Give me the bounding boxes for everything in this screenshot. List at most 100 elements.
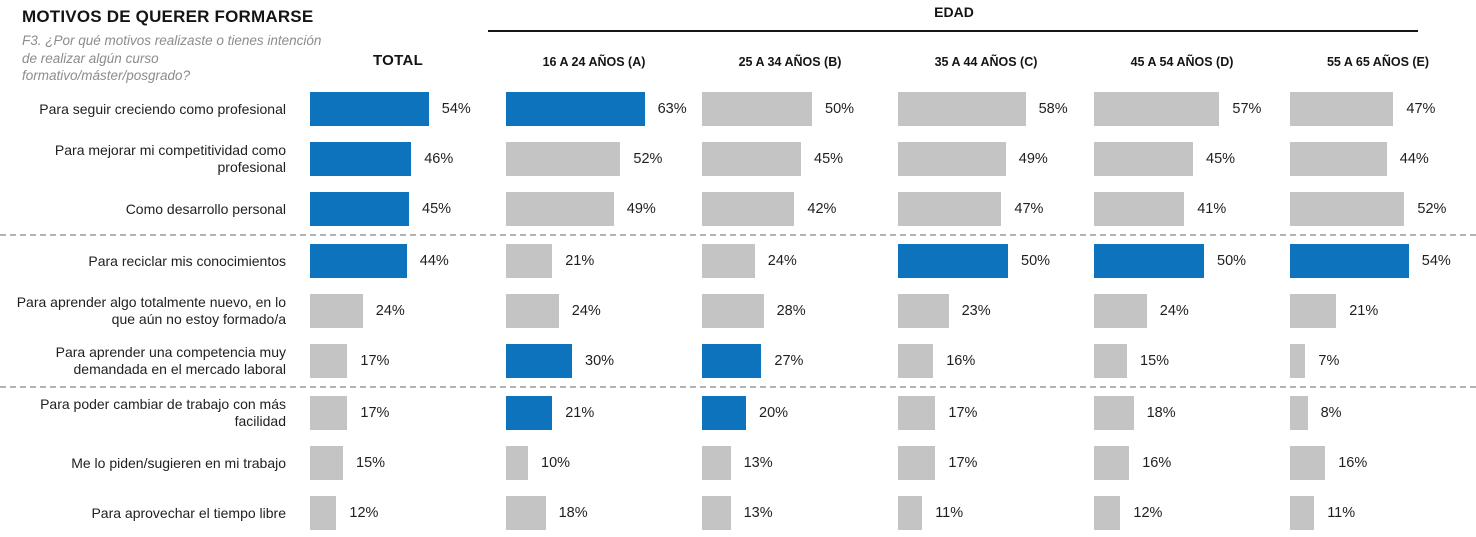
- highlighted-bar: [310, 92, 429, 126]
- bar-value: 12%: [349, 505, 379, 521]
- bar-cell: 13%: [692, 438, 888, 488]
- bar-cell: 42%: [692, 184, 888, 234]
- bar-value: 18%: [558, 505, 588, 521]
- bar: [1094, 396, 1134, 430]
- edad-group-header: EDAD: [934, 4, 974, 20]
- row-group: Para reciclar mis conocimientos 44% 21% 24%…: [0, 234, 1476, 386]
- bar: [1094, 294, 1147, 328]
- bar-value: 63%: [657, 101, 687, 117]
- bar-cell: 13%: [692, 488, 888, 537]
- chart-row: Para poder cambiar de trabajo con más fa…: [0, 388, 1476, 438]
- bar-cell: 52%: [1280, 184, 1476, 234]
- bar-cell: 24%: [692, 236, 888, 286]
- bar-cell: 24%: [1084, 286, 1280, 336]
- bar: [1094, 142, 1193, 176]
- highlighted-bar: [1094, 244, 1204, 278]
- highlighted-bar: [702, 344, 762, 378]
- bar: [898, 496, 923, 530]
- bar-cell: 17%: [300, 336, 496, 386]
- bar-value: 24%: [767, 253, 797, 269]
- chart-body: Para seguir creciendo como profesional 54…: [0, 84, 1476, 537]
- bar-value: 49%: [626, 201, 656, 217]
- bar-value: 45%: [814, 151, 844, 167]
- bar-cell: 10%: [496, 438, 692, 488]
- bar-cell: 17%: [300, 388, 496, 438]
- bar-value: 52%: [1417, 201, 1447, 217]
- bar-cell: 45%: [1084, 134, 1280, 184]
- bar: [506, 244, 553, 278]
- bar-cell: 18%: [1084, 388, 1280, 438]
- bar-cell: 8%: [1280, 388, 1476, 438]
- row-label: Para seguir creciendo como profesional: [39, 100, 286, 117]
- bar-value: 45%: [1206, 151, 1236, 167]
- bar-cell: 45%: [300, 184, 496, 234]
- bar-value: 52%: [633, 151, 663, 167]
- bar-value: 8%: [1320, 405, 1342, 421]
- bar-cell: 50%: [1084, 236, 1280, 286]
- bar-value: 44%: [1399, 151, 1429, 167]
- bar-value: 50%: [825, 101, 855, 117]
- bar: [506, 294, 559, 328]
- bar-cell: 15%: [300, 438, 496, 488]
- bar: [506, 142, 621, 176]
- bar: [898, 92, 1026, 126]
- bar-value: 16%: [1338, 455, 1368, 471]
- bar-cell: 44%: [300, 236, 496, 286]
- bar: [898, 192, 1002, 226]
- bar: [1094, 92, 1220, 126]
- bar: [702, 294, 764, 328]
- bar-value: 16%: [1142, 455, 1172, 471]
- bar-value: 15%: [1140, 353, 1170, 369]
- bar-value: 13%: [743, 505, 773, 521]
- bar: [310, 446, 343, 480]
- row-label: Para poder cambiar de trabajo con más fa…: [40, 396, 286, 429]
- bar-cell: 54%: [300, 84, 496, 134]
- bar-value: 17%: [360, 405, 390, 421]
- bar: [702, 192, 795, 226]
- row-label: Me lo piden/sugieren en mi trabajo: [71, 454, 286, 471]
- bar: [702, 142, 801, 176]
- chart-row: Para seguir creciendo como profesional 54…: [0, 84, 1476, 134]
- bar-value: 18%: [1146, 405, 1176, 421]
- bar: [1094, 192, 1185, 226]
- row-label: Para mejorar mi competitividad como prof…: [54, 142, 286, 175]
- bar-value: 46%: [424, 151, 454, 167]
- edad-underline: [488, 30, 1418, 32]
- bar-value: 50%: [1217, 253, 1247, 269]
- bar-cell: 11%: [888, 488, 1084, 537]
- bar: [1290, 344, 1306, 378]
- bar-cell: 17%: [888, 438, 1084, 488]
- chart-row: Como desarrollo personal 45% 49% 42% 47% 41% 5…: [0, 184, 1476, 234]
- bar-cell: 16%: [1280, 438, 1476, 488]
- bar-value: 30%: [585, 353, 615, 369]
- bar-value: 28%: [776, 303, 806, 319]
- bar-value: 24%: [375, 303, 405, 319]
- row-label: Para aprender una competencia muy demand…: [55, 344, 286, 377]
- chart-row: Para aprender algo totalmente nuevo, en …: [0, 286, 1476, 336]
- bar-value: 41%: [1197, 201, 1227, 217]
- bar-cell: 50%: [692, 84, 888, 134]
- column-headers: TOTAL 16 A 24 AÑOS (A) 25 A 34 AÑOS (B) …: [0, 52, 1476, 69]
- title-block: MOTIVOS DE QUERER FORMARSE F3. ¿Por qué …: [22, 7, 322, 85]
- bar-value: 13%: [743, 455, 773, 471]
- bar: [702, 446, 731, 480]
- highlighted-bar: [1290, 244, 1409, 278]
- highlighted-bar: [506, 92, 645, 126]
- bar-cell: 47%: [888, 184, 1084, 234]
- column-header-25-34: 25 A 34 AÑOS (B): [738, 55, 842, 69]
- highlighted-bar: [506, 396, 553, 430]
- bar-value: 20%: [759, 405, 789, 421]
- bar: [702, 92, 812, 126]
- bar-cell: 17%: [888, 388, 1084, 438]
- bar-cell: 24%: [300, 286, 496, 336]
- chart-title: MOTIVOS DE QUERER FORMARSE: [22, 7, 314, 26]
- bar-value: 17%: [948, 405, 978, 421]
- bar-value: 11%: [935, 505, 964, 521]
- bar: [506, 446, 528, 480]
- row-label: Como desarrollo personal: [125, 200, 286, 217]
- bar: [506, 192, 614, 226]
- bar-value: 10%: [541, 455, 571, 471]
- bar-cell: 47%: [1280, 84, 1476, 134]
- bar-cell: 21%: [496, 236, 692, 286]
